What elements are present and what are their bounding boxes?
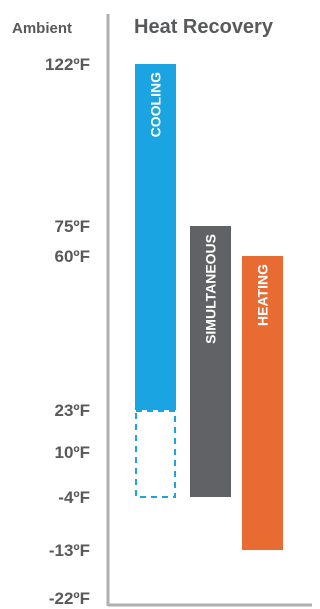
y-tick-label: 122ºF xyxy=(45,55,90,74)
chart-title: Heat Recovery xyxy=(134,16,273,38)
bar-extension-cooling xyxy=(135,410,176,498)
bar-label-cooling: COOLING xyxy=(148,72,164,137)
bar-label-heating: HEATING xyxy=(255,264,271,326)
y-tick-label: 10ºF xyxy=(54,443,90,462)
tick-labels: 122ºF 75ºF 60ºF 23ºF 10ºF -4ºF -13ºF -22ºF xyxy=(45,55,90,608)
bars: COOLING SIMULTANEOUS HEATING xyxy=(135,64,283,550)
y-tick-label: 75ºF xyxy=(54,217,90,236)
bar-simultaneous xyxy=(190,226,231,497)
y-tick-label: 60ºF xyxy=(54,247,90,266)
bar-label-simultaneous: SIMULTANEOUS xyxy=(203,234,219,344)
bar-heating xyxy=(242,256,283,550)
y-tick-label: -13ºF xyxy=(49,541,90,560)
y-tick-label: -4ºF xyxy=(58,488,90,507)
y-tick-label: -22ºF xyxy=(49,589,90,608)
axis-layer xyxy=(106,14,312,607)
bar-cooling xyxy=(135,64,176,410)
y-tick-label: 23ºF xyxy=(54,401,90,420)
y-axis-title: Ambient xyxy=(12,20,72,37)
